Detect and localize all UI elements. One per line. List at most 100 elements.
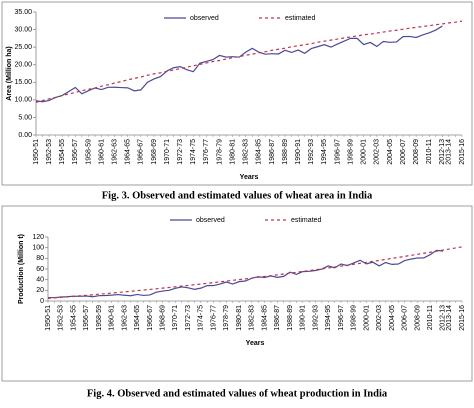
- x-tick-label: 1988-89: [287, 305, 294, 331]
- x-tick-label: 2000-01: [363, 305, 370, 331]
- x-tick-label: 2002-03: [374, 139, 381, 165]
- y-tick-label: 60: [36, 266, 44, 273]
- y-tick-label: 15.00: [14, 79, 32, 86]
- x-tick-label: 1998-99: [351, 305, 358, 331]
- x-tick-label: 1976-77: [203, 139, 210, 165]
- x-tick-label: 1994-95: [325, 305, 332, 331]
- x-tick-label: 2013-14: [446, 305, 453, 331]
- x-tick-label: 1964-65: [134, 305, 141, 331]
- x-tick-label: 2002-03: [376, 305, 383, 331]
- chart: 0 20 40 60 80 100 120 1950-51 1952-53 1954-55 1956…: [1, 205, 473, 399]
- x-tick-label: 2008-09: [413, 139, 420, 165]
- x-tick-label: 1954-55: [59, 139, 66, 165]
- caption: Fig. 4. Observed and estimated values of…: [87, 388, 388, 399]
- series-line: [35, 20, 463, 103]
- legend-label: estimated: [291, 217, 321, 224]
- series-line: [47, 249, 443, 299]
- x-tick-label: 1968-69: [151, 139, 158, 165]
- x-tick-label: 1990-91: [295, 139, 302, 165]
- x-tick-label: 2004-05: [389, 305, 396, 331]
- series-line: [47, 246, 463, 299]
- x-tick-label: 1994-95: [321, 139, 328, 165]
- y-tick-label: 0: [40, 298, 44, 305]
- x-tick-label: 1970-71: [172, 305, 179, 331]
- x-tick-label: 2013-14: [446, 139, 453, 165]
- x-tick-label: 1950-51: [45, 305, 52, 331]
- x-tick-label: 1960-61: [109, 305, 116, 331]
- x-tick-label: 1958-59: [96, 305, 103, 331]
- legend-label: observed: [190, 15, 219, 22]
- y-tick-label: 20.00: [14, 62, 32, 69]
- x-tick-label: 1950-51: [33, 139, 40, 165]
- x-tick-label: 1968-69: [159, 305, 166, 331]
- x-tick-label: 1952-53: [46, 139, 53, 165]
- x-tick-label: 1962-63: [111, 139, 118, 165]
- x-tick-label: 1966-67: [147, 305, 154, 331]
- x-tick-label: 1952-53: [58, 305, 65, 331]
- y-tick-label: 5.00: [18, 114, 32, 121]
- y-tick-label: 10.00: [14, 97, 32, 104]
- y-axis-label: Area (Million ha): [6, 46, 13, 100]
- x-tick-label: 2015-16: [459, 305, 466, 331]
- x-tick-label: 2015-16: [459, 139, 466, 165]
- legend-label: estimated: [285, 15, 315, 22]
- series-line: [35, 25, 443, 103]
- y-tick-label: 0.00: [18, 132, 32, 139]
- x-axis-label: Years: [240, 174, 259, 181]
- chart-frame: [1, 205, 473, 382]
- x-tick-label: 1974-75: [198, 305, 205, 331]
- x-tick-label: 2012-13: [439, 139, 446, 165]
- x-tick-label: 1966-67: [138, 139, 145, 165]
- x-tick-label: 1956-57: [83, 305, 90, 331]
- x-tick-label: 1960-61: [98, 139, 105, 165]
- x-tick-label: 1990-91: [300, 305, 307, 331]
- x-tick-label: 1982-83: [243, 139, 250, 165]
- legend-label: observed: [196, 217, 225, 224]
- x-tick-label: 1998-99: [347, 139, 354, 165]
- x-tick-label: 1964-65: [125, 139, 132, 165]
- y-axis-label: Production (Million t): [18, 234, 25, 304]
- x-tick-label: 1984-85: [261, 305, 268, 331]
- x-tick-label: 2008-09: [414, 305, 421, 331]
- y-tick-label: 100: [32, 245, 44, 252]
- caption: Fig. 3. Observed and estimated values of…: [102, 190, 373, 201]
- x-tick-label: 1972-73: [177, 139, 184, 165]
- x-tick-label: 1992-93: [312, 305, 319, 331]
- x-tick-label: 1980-81: [236, 305, 243, 331]
- x-tick-label: 2012-13: [440, 305, 447, 331]
- x-tick-label: 1980-81: [229, 139, 236, 165]
- x-tick-label: 1978-79: [216, 139, 223, 165]
- chart: 0.00 5.00 10.00 15.00 20.00 25.00 30.00 35.00 19…: [1, 1, 473, 201]
- x-tick-label: 1996-97: [334, 139, 341, 165]
- x-tick-label: 1984-85: [256, 139, 263, 165]
- x-tick-label: 1982-83: [249, 305, 256, 331]
- x-tick-label: 1986-87: [269, 139, 276, 165]
- x-axis-label: Years: [246, 340, 265, 347]
- x-tick-label: 1962-63: [121, 305, 128, 331]
- y-tick-label: 80: [36, 255, 44, 262]
- x-tick-label: 1976-77: [210, 305, 217, 331]
- x-tick-label: 2010-11: [426, 139, 433, 164]
- x-tick-label: 1972-73: [185, 305, 192, 331]
- x-tick-label: 1996-97: [338, 305, 345, 331]
- y-tick-label: 120: [32, 234, 44, 241]
- x-tick-label: 1956-57: [72, 139, 79, 165]
- x-tick-label: 1988-89: [282, 139, 289, 165]
- x-tick-label: 2000-01: [361, 139, 368, 165]
- y-tick-label: 40: [36, 277, 44, 284]
- x-tick-label: 1974-75: [190, 139, 197, 165]
- x-tick-label: 1986-87: [274, 305, 281, 331]
- x-tick-label: 1970-71: [164, 139, 171, 165]
- y-tick-label: 35.00: [14, 9, 32, 16]
- x-tick-label: 1992-93: [308, 139, 315, 165]
- chart-frame: [1, 1, 473, 186]
- x-tick-label: 2010-11: [427, 305, 434, 330]
- x-tick-label: 2006-07: [400, 139, 407, 165]
- x-tick-label: 1958-59: [85, 139, 92, 165]
- y-tick-label: 30.00: [14, 26, 32, 33]
- y-tick-label: 20: [36, 287, 44, 294]
- x-tick-label: 2004-05: [387, 139, 394, 165]
- y-tick-label: 25.00: [14, 44, 32, 51]
- x-tick-label: 2006-07: [402, 305, 409, 331]
